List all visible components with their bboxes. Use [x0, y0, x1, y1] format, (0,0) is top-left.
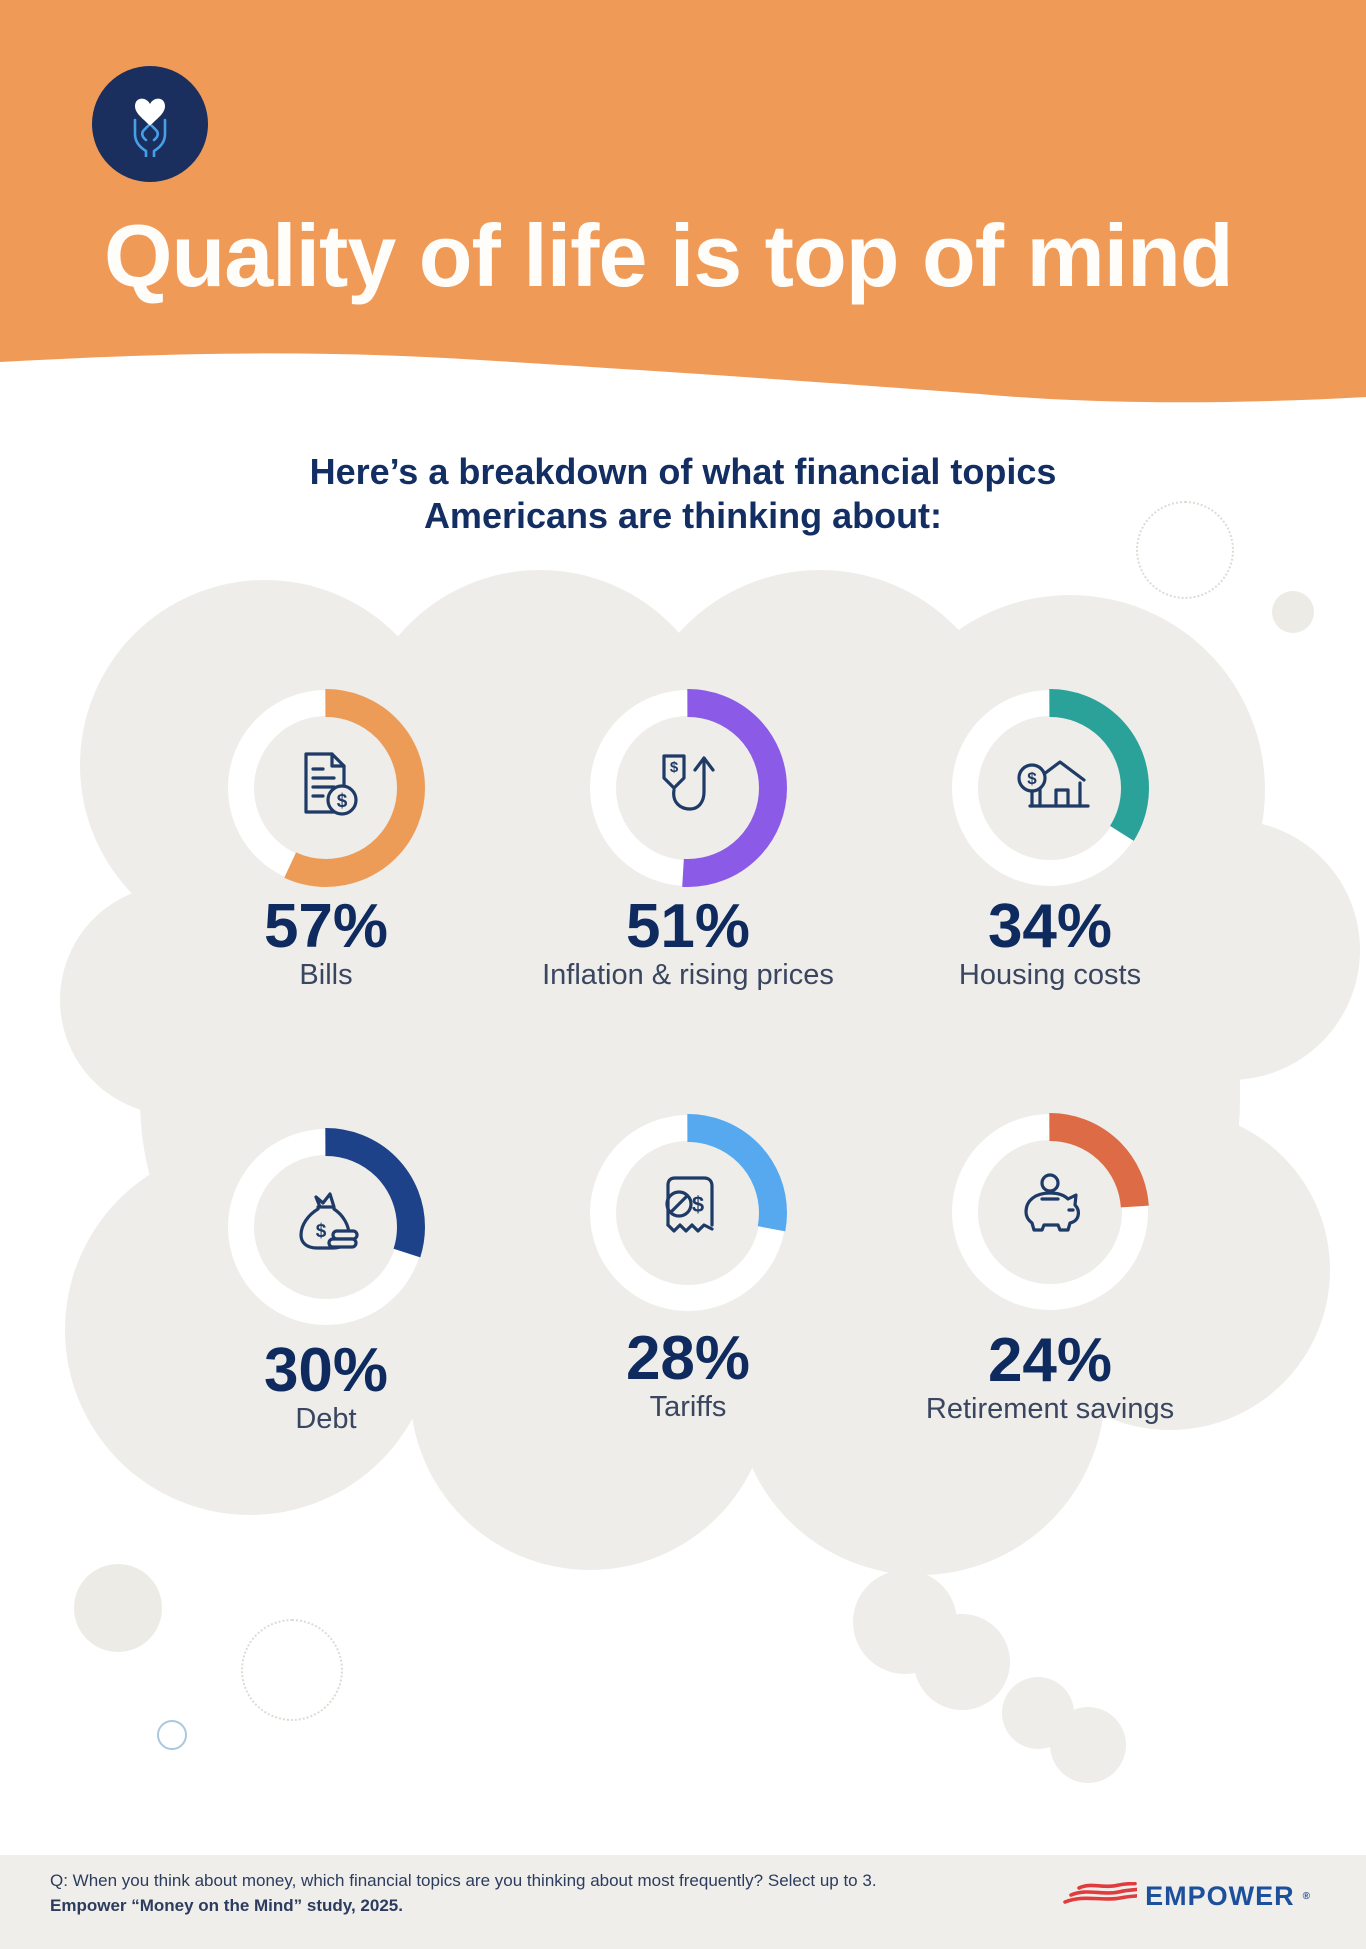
piggy-bank-icon	[1000, 1162, 1100, 1262]
subtitle-line1: Here’s a breakdown of what financial top…	[309, 451, 1057, 492]
donut-bills: $	[221, 683, 431, 893]
donut-debt: $	[221, 1122, 431, 1332]
empower-logo: EMPOWER ®	[1063, 1881, 1310, 1912]
stat-value: 30%	[263, 1336, 389, 1405]
registered-mark: ®	[1302, 1891, 1310, 1902]
svg-text:$: $	[1027, 769, 1037, 788]
svg-text:$: $	[337, 791, 348, 812]
stat-value: 51%	[625, 892, 751, 961]
footer-question: Q: When you think about money, which fin…	[50, 1871, 877, 1890]
header-badge	[92, 66, 208, 182]
stat-value: 24%	[987, 1326, 1113, 1395]
header-wave-background	[0, 0, 1366, 403]
footer-text: Q: When you think about money, which fin…	[50, 1869, 877, 1918]
donut-housing: $	[945, 683, 1155, 893]
footer-bar: Q: When you think about money, which fin…	[0, 1855, 1366, 1949]
hands-holding-heart-icon	[115, 87, 185, 162]
subtitle-line2: Americans are thinking about:	[423, 494, 943, 536]
stat-inflation: 51%	[488, 896, 888, 958]
donut-tariffs: $	[583, 1108, 793, 1318]
stat-label-tariffs: Tariffs	[649, 1391, 727, 1423]
stat-debt: 30%	[126, 1340, 526, 1402]
dotted-circle-bottom-left	[241, 1619, 343, 1721]
donut-retirement	[945, 1107, 1155, 1317]
tariff-receipt-icon: $	[638, 1163, 738, 1263]
footer-source: Empower “Money on the Mind” study, 2025.	[50, 1895, 403, 1915]
svg-text:$: $	[316, 1221, 327, 1242]
svg-text:$: $	[670, 759, 679, 776]
subtitle: Here’s a breakdown of what financial top…	[0, 450, 1366, 538]
stat-label-inflation: Inflation & rising prices	[542, 959, 834, 991]
stat-retirement: 24%	[850, 1330, 1250, 1392]
svg-text:$: $	[692, 1192, 704, 1217]
donut-arc-tariffs	[589, 1114, 787, 1312]
house-icon: $	[1000, 738, 1100, 838]
stat-bills: 57%	[126, 896, 526, 958]
stat-value: 28%	[625, 1324, 751, 1393]
donut-arc-inflation	[589, 689, 787, 887]
donut-arc-debt	[227, 1128, 425, 1326]
blue-ring-bottom-left	[157, 1720, 187, 1750]
stat-value: 34%	[987, 892, 1113, 961]
stat-tariffs: 28%	[488, 1328, 888, 1390]
donut-arc-bills	[227, 689, 425, 887]
dotted-circle-top-right	[1136, 501, 1234, 599]
stat-value: 57%	[263, 892, 389, 961]
gray-dot-top-right	[1272, 591, 1314, 633]
stat-label-housing: Housing costs	[958, 959, 1142, 991]
donut-arc-retirement	[951, 1113, 1149, 1311]
money-bag-icon: $	[276, 1177, 376, 1277]
red-waves-icon	[1063, 1881, 1139, 1911]
bill-icon: $	[276, 738, 376, 838]
donut-inflation: $	[583, 683, 793, 893]
page-title: Quality of life is top of mind	[104, 206, 1234, 305]
gray-dot-bottom-left	[74, 1564, 162, 1652]
stat-label-debt: Debt	[295, 1403, 357, 1435]
stat-housing: 34%	[850, 896, 1250, 958]
stat-label-retirement: Retirement savings	[925, 1393, 1175, 1425]
donut-arc-housing	[951, 689, 1149, 887]
inflation-icon: $	[638, 738, 738, 838]
stat-label-bills: Bills	[299, 959, 353, 991]
empower-wordmark: EMPOWER	[1145, 1881, 1295, 1911]
